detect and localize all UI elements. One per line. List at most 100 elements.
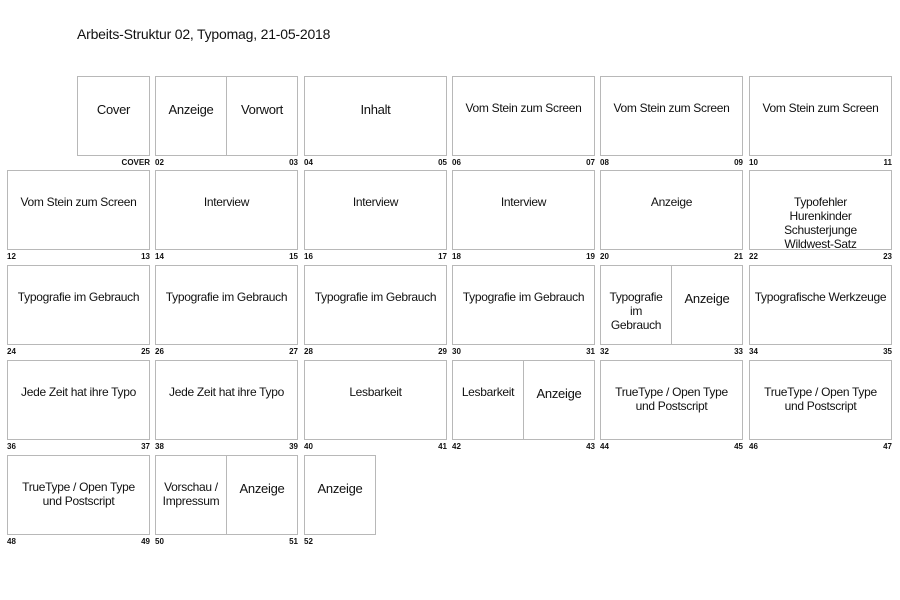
spread[interactable]: Typografie im Gebrauch 30 31 xyxy=(452,265,595,356)
page-number-left: 24 xyxy=(7,347,16,356)
page-number-left: 32 xyxy=(600,347,609,356)
page-label: Lesbarkeit xyxy=(461,385,515,399)
page-label: Vom Stein zum Screen xyxy=(465,101,582,115)
page-label: TrueType / Open Type und Postscript xyxy=(764,385,877,413)
spread-box: Jede Zeit hat ihre Typo xyxy=(155,360,298,440)
spread[interactable]: Lesbarkeit Anzeige 42 43 xyxy=(452,360,595,451)
spread[interactable]: Typografie im Gebrauch 24 25 xyxy=(7,265,150,356)
page-number-left: 38 xyxy=(155,442,164,451)
spread-box: Anzeige xyxy=(304,455,376,535)
page-number-left: 12 xyxy=(7,252,16,261)
spread-box: Lesbarkeit Anzeige xyxy=(452,360,595,440)
spread[interactable]: Interview 16 17 xyxy=(304,170,447,261)
spread[interactable]: Jede Zeit hat ihre Typo 36 37 xyxy=(7,360,150,451)
page-number-left: 36 xyxy=(7,442,16,451)
spread[interactable]: Cover COVER xyxy=(7,76,150,167)
page-number-right: 29 xyxy=(438,347,447,356)
spread[interactable]: Typografische Werkzeuge 34 35 xyxy=(749,265,892,356)
page-number-right: 19 xyxy=(586,252,595,261)
spread-box: TrueType / Open Type und Postscript xyxy=(7,455,150,535)
page-number-right: 15 xyxy=(289,252,298,261)
spread[interactable]: Interview 14 15 xyxy=(155,170,298,261)
page-number-right: 25 xyxy=(141,347,150,356)
page-number-right: 13 xyxy=(141,252,150,261)
page-number-left: 52 xyxy=(304,537,313,546)
page-label: Vorwort xyxy=(226,77,297,155)
spread-box: Vom Stein zum Screen xyxy=(600,76,743,156)
page-label: Typofehler Hurenkinder Schusterjunge Wil… xyxy=(784,195,857,251)
page-label: TrueType / Open Type und Postscript xyxy=(615,385,728,413)
spread[interactable]: Vom Stein zum Screen 06 07 xyxy=(452,76,595,167)
spread[interactable]: Typografie im Gebrauch Anzeige 32 33 xyxy=(600,265,743,356)
page-number-right: 27 xyxy=(289,347,298,356)
page-number-right: 17 xyxy=(438,252,447,261)
page-number-right: 23 xyxy=(883,252,892,261)
page-number-left: 02 xyxy=(155,158,164,167)
spread-box: TrueType / Open Type und Postscript xyxy=(600,360,743,440)
spread[interactable]: Vom Stein zum Screen 10 11 xyxy=(749,76,892,167)
page-label: Typografie im Gebrauch xyxy=(165,290,288,304)
page-label: Vom Stein zum Screen xyxy=(613,101,730,115)
spread[interactable]: Lesbarkeit 40 41 xyxy=(304,360,447,451)
page-number-right: 09 xyxy=(734,158,743,167)
page-number-left: 26 xyxy=(155,347,164,356)
spread[interactable]: Anzeige Vorwort 02 03 xyxy=(155,76,298,167)
spread[interactable]: TrueType / Open Type und Postscript 44 45 xyxy=(600,360,743,451)
page-label: Vom Stein zum Screen xyxy=(20,195,137,209)
page-number-left: 44 xyxy=(600,442,609,451)
spread-box: Vom Stein zum Screen xyxy=(452,76,595,156)
page-number-left: 18 xyxy=(452,252,461,261)
page-number-right: 05 xyxy=(438,158,447,167)
spread[interactable]: Vorschau / Impressum Anzeige 50 51 xyxy=(155,455,298,546)
spread-box: Typofehler Hurenkinder Schusterjunge Wil… xyxy=(749,170,892,251)
page-label: Typografische Werkzeuge xyxy=(754,290,887,304)
page-number-right: COVER xyxy=(121,158,150,167)
page-number-right: 49 xyxy=(141,537,150,546)
page-number-right: 21 xyxy=(734,252,743,261)
spread[interactable]: Vom Stein zum Screen 08 09 xyxy=(600,76,743,167)
page-label: Typografie im Gebrauch xyxy=(17,290,140,304)
spread[interactable]: TrueType / Open Type und Postscript 46 47 xyxy=(749,360,892,451)
page-number-left: 16 xyxy=(304,252,313,261)
page-number-left: 06 xyxy=(452,158,461,167)
spread-box: Vom Stein zum Screen xyxy=(7,170,150,250)
page-number-left: 40 xyxy=(304,442,313,451)
spread[interactable]: Typografie im Gebrauch 28 29 xyxy=(304,265,447,356)
page-label: Typografie im Gebrauch xyxy=(462,290,585,304)
page-number-right: 03 xyxy=(289,158,298,167)
spread-box: Typografie im Gebrauch xyxy=(452,265,595,345)
spread[interactable]: TrueType / Open Type und Postscript 48 49 xyxy=(7,455,150,546)
spread[interactable]: Jede Zeit hat ihre Typo 38 39 xyxy=(155,360,298,451)
page-label: Anzeige xyxy=(168,102,214,117)
page-number-right: 41 xyxy=(438,442,447,451)
spread[interactable]: Interview 18 19 xyxy=(452,170,595,261)
page-number-left: 08 xyxy=(600,158,609,167)
spread[interactable]: Typografie im Gebrauch 26 27 xyxy=(155,265,298,356)
page-label: Typografie im Gebrauch xyxy=(314,290,437,304)
spread[interactable]: Anzeige 52 xyxy=(304,455,447,546)
spread-box: Vom Stein zum Screen xyxy=(749,76,892,156)
spread[interactable]: Typofehler Hurenkinder Schusterjunge Wil… xyxy=(749,170,892,261)
page-label: Anzeige xyxy=(523,361,594,439)
spread-box: Interview xyxy=(155,170,298,250)
page-number-left: 34 xyxy=(749,347,758,356)
page-label: Anzeige xyxy=(671,266,742,344)
page-label: Jede Zeit hat ihre Typo xyxy=(21,385,136,399)
page-number-left: 50 xyxy=(155,537,164,546)
page-label: Anzeige xyxy=(650,195,693,209)
spread[interactable]: Anzeige 20 21 xyxy=(600,170,743,261)
spread-box: Typografie im Gebrauch xyxy=(304,265,447,345)
page-number-left: 30 xyxy=(452,347,461,356)
page-number-left: 20 xyxy=(600,252,609,261)
spread[interactable]: Vom Stein zum Screen 12 13 xyxy=(7,170,150,261)
spread[interactable]: Inhalt 04 05 xyxy=(304,76,447,167)
page-label: Lesbarkeit xyxy=(349,385,402,399)
page-title: Arbeits-Struktur 02, Typomag, 21-05-2018 xyxy=(77,26,331,42)
page-number-right: 39 xyxy=(289,442,298,451)
spread-box: Typografie im Gebrauch xyxy=(155,265,298,345)
page-number-right: 37 xyxy=(141,442,150,451)
page-label: Inhalt xyxy=(360,102,391,117)
page-number-left: 22 xyxy=(749,252,758,261)
page-number-left: 10 xyxy=(749,158,758,167)
page-label: Interview xyxy=(500,195,547,209)
